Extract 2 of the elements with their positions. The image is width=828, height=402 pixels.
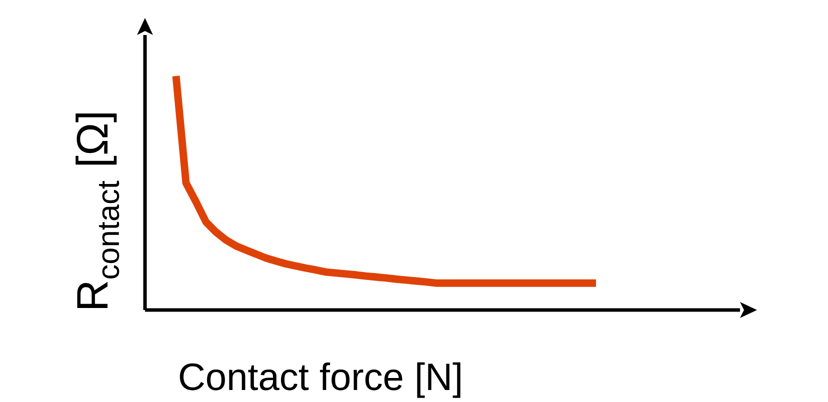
y-axis-title: R$_{contact}$ [Ω] xyxy=(76,114,120,308)
x-axis-title: Contact force [N] xyxy=(180,362,460,398)
